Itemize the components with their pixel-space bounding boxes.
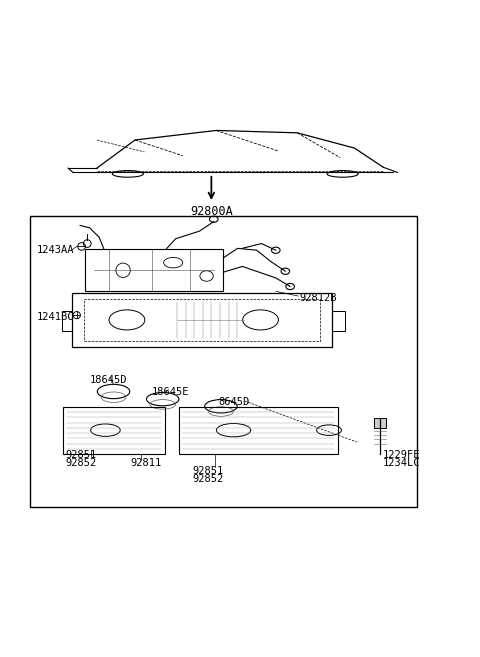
Text: 18645E: 18645E (152, 387, 189, 397)
Text: 8645D: 8645D (218, 397, 250, 407)
Bar (332, 311, 345, 331)
Bar (30, 216, 417, 507)
Bar (61, 311, 72, 331)
Text: 92852: 92852 (192, 474, 224, 484)
Text: 92811: 92811 (130, 458, 161, 468)
Bar (84, 299, 320, 341)
Bar (179, 407, 338, 453)
Text: 1241BC: 1241BC (37, 311, 75, 321)
Text: 18645D: 18645D (90, 375, 127, 385)
Bar (373, 419, 386, 428)
Text: 92851: 92851 (192, 466, 224, 476)
Text: 1243AA: 1243AA (37, 245, 75, 255)
Text: 1234LC: 1234LC (383, 458, 420, 468)
Text: 1229FE: 1229FE (383, 450, 420, 460)
Text: 92812B: 92812B (300, 294, 337, 304)
Text: 92852: 92852 (66, 458, 97, 468)
Text: 92851: 92851 (66, 450, 97, 460)
Bar (72, 293, 332, 347)
Bar (63, 407, 165, 453)
Bar (85, 249, 223, 291)
Text: 92800A: 92800A (190, 205, 233, 218)
